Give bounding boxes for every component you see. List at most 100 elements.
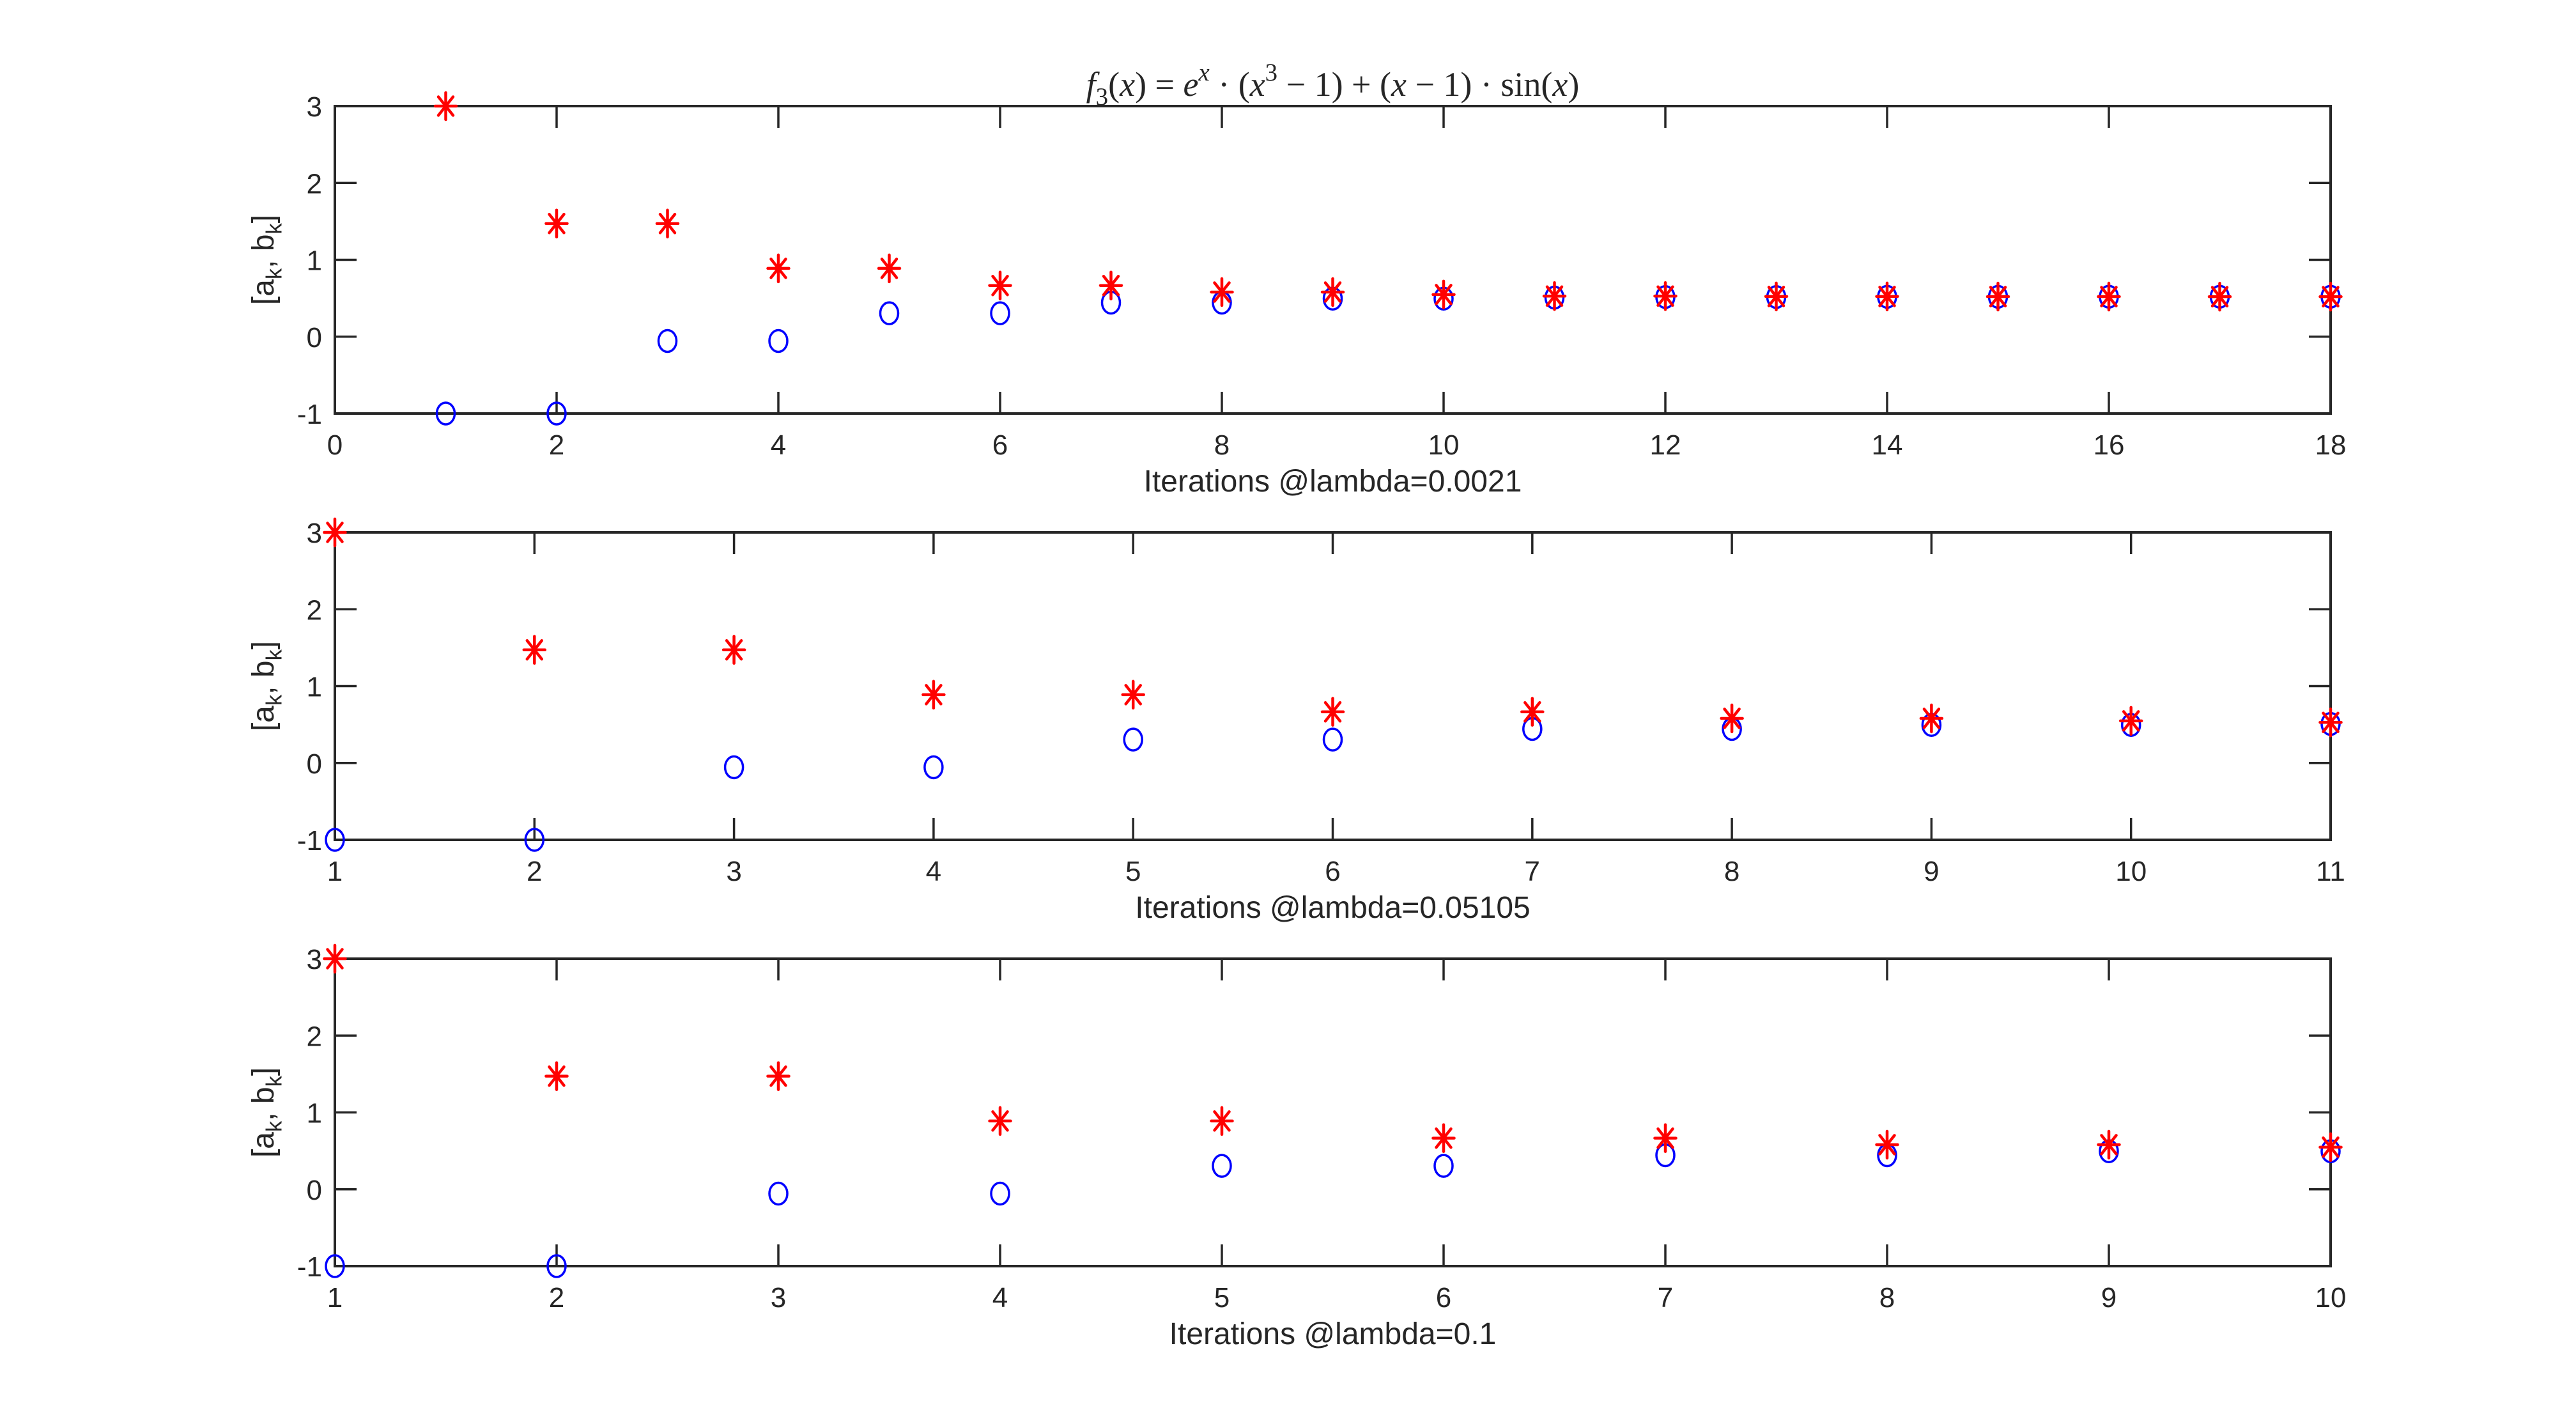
x-tick-label: 8 xyxy=(1214,430,1230,461)
x-tick-label: 14 xyxy=(1872,430,1903,461)
marker-bk-asterisk xyxy=(1210,1106,1234,1136)
marker-bk-asterisk xyxy=(544,1061,569,1091)
marker-ak-circle xyxy=(1212,1154,1232,1178)
marker-bk-asterisk xyxy=(988,1106,1012,1136)
subplot-2: 1 2 3 4 5 6 7 8 9 10 11 -1 0 1 2 3 Iterations @lambda=0.… xyxy=(247,517,2345,925)
marker-ak-circle xyxy=(435,401,456,426)
text-segment: − 1) + ( xyxy=(1277,65,1391,104)
asterisk-spoke-d2 xyxy=(725,638,743,661)
x-tick-label: 18 xyxy=(2315,430,2347,461)
text-segment: [a xyxy=(247,279,281,305)
marker-bk-asterisk xyxy=(1431,279,1456,310)
x-tick-label: 3 xyxy=(771,1282,786,1313)
x-tick-label: 7 xyxy=(1525,856,1540,887)
y-tick-label: -1 xyxy=(297,1251,322,1283)
asterisk-spoke-d2 xyxy=(2322,711,2340,734)
marker-bk-asterisk xyxy=(1986,281,2010,312)
x-tick-label: 10 xyxy=(2315,1282,2347,1313)
y-tick-label: 1 xyxy=(307,245,322,277)
marker-bk-asterisk xyxy=(1919,703,1944,734)
marker-bk-asterisk xyxy=(2097,1129,2121,1160)
marker-bk-asterisk xyxy=(1320,277,1345,307)
marker-ak-circle xyxy=(923,755,944,780)
marker-bk-asterisk xyxy=(2318,281,2343,312)
marker-ak-circle xyxy=(990,301,1010,325)
xlabel: Iterations @lambda=0.1 xyxy=(1169,1317,1497,1351)
asterisk-spoke-d2 xyxy=(548,1065,566,1087)
xlabel: Iterations @lambda=0.0021 xyxy=(1144,465,1522,499)
marker-bk-asterisk xyxy=(323,943,347,974)
asterisk-spoke-d2 xyxy=(991,274,1009,297)
x-tick-label: 10 xyxy=(2115,856,2147,887)
marker-ak-circle xyxy=(768,329,789,353)
marker-bk-asterisk xyxy=(1720,703,1744,734)
marker-ak-circle xyxy=(325,1254,345,1278)
axes-box xyxy=(334,105,2332,415)
asterisk-spoke-d2 xyxy=(1102,274,1120,297)
asterisk-spoke-d2 xyxy=(1124,684,1142,706)
text-segment-sub: k xyxy=(262,222,286,234)
text-segment-sub: k xyxy=(262,694,286,706)
series-a_k xyxy=(325,1139,2341,1278)
marker-ak-circle xyxy=(1322,727,1343,752)
plot-title: f3(x) = ex · (x3 − 1) + (x − 1) · sin(x) xyxy=(1086,59,1580,111)
text-segment: x xyxy=(1249,65,1265,104)
y-tick-label: 3 xyxy=(307,944,322,975)
series-b_k xyxy=(323,517,2343,738)
asterisk-spoke-d2 xyxy=(1922,708,1941,729)
marker-bk-asterisk xyxy=(1875,281,1899,312)
marker-bk-asterisk xyxy=(2097,281,2121,312)
x-tick-label: 12 xyxy=(1650,430,1681,461)
series-b_k xyxy=(323,943,2343,1163)
text-segment: , b xyxy=(247,1087,281,1120)
asterisk-spoke-d2 xyxy=(925,684,943,706)
marker-bk-asterisk xyxy=(2207,281,2232,312)
asterisk-spoke-d2 xyxy=(2122,710,2140,732)
x-tick-label: 11 xyxy=(2316,856,2345,887)
asterisk-spoke-d2 xyxy=(1435,284,1453,306)
marker-bk-asterisk xyxy=(1764,281,1789,312)
asterisk-spoke-d2 xyxy=(2322,1136,2340,1158)
asterisk-spoke-d2 xyxy=(1323,281,1342,303)
x-tick-label: 16 xyxy=(2094,430,2125,461)
text-segment-sub: 3 xyxy=(1096,83,1108,111)
marker-bk-asterisk xyxy=(2118,706,2143,736)
x-tick-label: 4 xyxy=(926,856,941,887)
y-tick-label: 0 xyxy=(307,322,322,353)
asterisk-spoke-d2 xyxy=(436,95,455,117)
axes-box xyxy=(334,957,2332,1267)
marker-bk-asterisk xyxy=(766,1061,791,1091)
asterisk-spoke-d2 xyxy=(769,1065,787,1087)
text-segment: x xyxy=(1552,65,1568,104)
x-tick-label: 1 xyxy=(327,1282,343,1313)
asterisk-spoke-d2 xyxy=(1878,1134,1896,1156)
asterisk-spoke-d2 xyxy=(1989,286,2007,307)
text-segment-sub: k xyxy=(262,1075,286,1087)
x-tick-label: 3 xyxy=(726,856,741,887)
marker-bk-asterisk xyxy=(1653,1123,1677,1153)
series-b_k xyxy=(433,91,2343,312)
ylabel: [ak, bk] xyxy=(247,215,286,305)
marker-ak-circle xyxy=(1123,727,1143,752)
asterisk-spoke-d2 xyxy=(1878,286,1896,307)
x-tick-label: 6 xyxy=(992,430,1008,461)
text-segment: − 1) · sin( xyxy=(1407,65,1552,104)
asterisk-spoke-d2 xyxy=(1435,1127,1453,1149)
y-tick-label: 3 xyxy=(307,518,322,549)
text-segment: ] xyxy=(247,641,281,649)
asterisk-spoke-d2 xyxy=(1323,700,1342,723)
marker-ak-circle xyxy=(723,755,744,780)
marker-ak-circle xyxy=(325,828,345,852)
text-segment-sub: k xyxy=(262,649,286,660)
marker-bk-asterisk xyxy=(522,635,547,665)
asterisk-spoke-d2 xyxy=(1656,285,1674,307)
subplot-3: 1 2 3 4 5 6 7 8 9 10 -1 0 1 2 3 Iterations @lambda=0.1 [… xyxy=(247,943,2347,1351)
text-segment: x xyxy=(1119,65,1135,104)
text-segment-sup: x xyxy=(1198,59,1209,86)
y-tick-label: 2 xyxy=(307,168,322,199)
x-tick-label: 7 xyxy=(1658,1282,1673,1313)
x-tick-label: 9 xyxy=(1924,856,1939,887)
asterisk-spoke-d2 xyxy=(1523,700,1541,723)
y-tick-label: -1 xyxy=(297,399,322,430)
